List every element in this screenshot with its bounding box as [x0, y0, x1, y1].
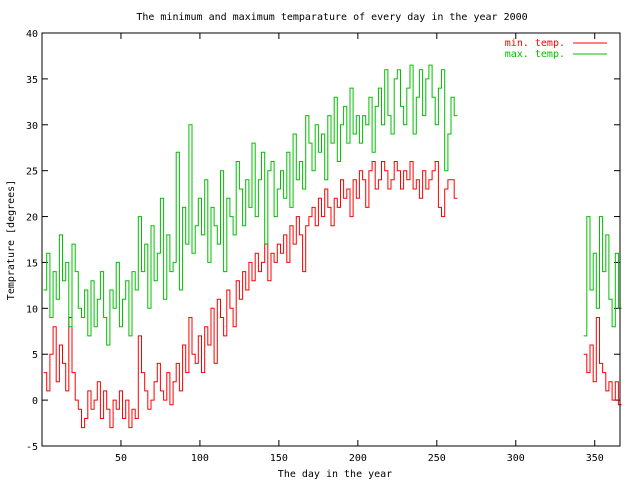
legend-label-max: max. temp. — [505, 49, 565, 60]
series-line-min-segment-0 — [43, 161, 458, 429]
x-tick-label: 150 — [270, 453, 288, 464]
y-tick-label: 10 — [26, 304, 38, 315]
x-tick-label: 350 — [586, 453, 604, 464]
x-tick-label: 50 — [115, 453, 127, 464]
series-line-max-segment-0 — [43, 64, 458, 346]
y-tick-label: 15 — [26, 258, 38, 269]
y-tick-label: 30 — [26, 121, 38, 132]
x-axis-label: The day in the year — [278, 469, 392, 480]
legend: min. temp. max. temp. — [505, 38, 607, 60]
x-tick-label: 100 — [191, 453, 209, 464]
x-tick-label: 300 — [507, 453, 525, 464]
y-tick-label: -5 — [26, 442, 38, 453]
legend-label-min: min. temp. — [505, 38, 565, 49]
y-tick-label: 35 — [26, 75, 38, 86]
series-line-min-segment-1 — [583, 317, 622, 406]
plot-frame — [41, 32, 621, 447]
y-tick-label: 0 — [32, 396, 38, 407]
chart-title: The minimum and maximum temparature of e… — [136, 12, 527, 23]
x-tick-label: 200 — [349, 453, 367, 464]
y-tick-label: 20 — [26, 213, 38, 224]
y-tick-label: 5 — [32, 350, 38, 361]
y-tick-label: 25 — [26, 167, 38, 178]
y-tick-label: 40 — [26, 29, 38, 40]
x-tick-label: 250 — [428, 453, 446, 464]
series-line-max-segment-1 — [583, 216, 622, 337]
y-axis-label: Temprature [degrees] — [6, 180, 17, 300]
